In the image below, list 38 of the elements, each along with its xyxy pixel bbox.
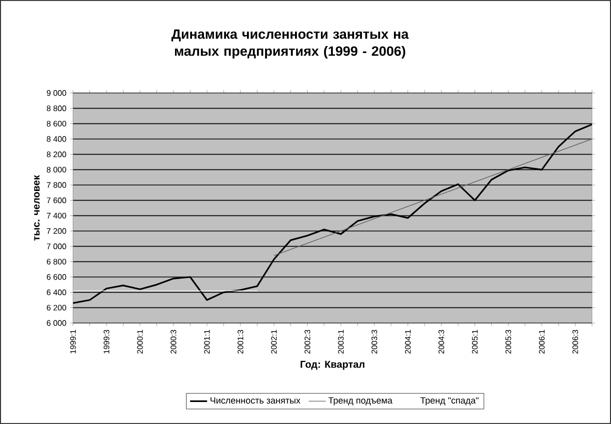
- y-tick-label: 7 600: [46, 197, 66, 204]
- y-tick-label: 6 200: [46, 304, 66, 310]
- y-tick-label: 8 200: [46, 151, 66, 158]
- x-tick-label: 2002:3: [304, 330, 310, 354]
- x-tick-label: 2006:3: [572, 330, 578, 354]
- x-tick-label: 2005:3: [505, 330, 512, 354]
- x-tick-label: 2006:1: [538, 330, 545, 354]
- x-tick-label: 2004:1: [405, 330, 411, 354]
- x-tick-label: 1999:3: [104, 330, 110, 354]
- x-tick-label: 2003:1: [338, 330, 344, 354]
- y-tick-label: 8 600: [46, 120, 66, 126]
- y-tick-label: 7 000: [46, 243, 66, 250]
- chart-title: Динамика численности занятых на малых предприятиях (1999 - 2006): [171, 29, 409, 59]
- x-tick-label: 2004:3: [438, 330, 444, 354]
- x-tick-label: 2001:3: [238, 330, 244, 354]
- x-tick-label: 1999:1: [70, 330, 76, 354]
- y-tick-label: 6 000: [46, 320, 66, 326]
- legend-label: Численность занятых: [210, 397, 300, 404]
- y-tick-label: 9 000: [46, 90, 66, 96]
- y-tick-label: 8 800: [46, 105, 66, 112]
- x-tick-label: 2000:1: [137, 330, 143, 354]
- x-tick-label: 2000:3: [170, 330, 176, 354]
- legend-label: Тренд подъема: [328, 397, 392, 406]
- x-tick-label: 2005:1: [472, 330, 478, 354]
- text: Тренд "спада": [420, 397, 479, 406]
- y-tick-label: 8 000: [46, 166, 66, 172]
- y-tick-label: 6 600: [46, 274, 66, 280]
- y-axis-title: тыс. человек: [34, 175, 40, 241]
- x-tick-label: 2003:3: [372, 330, 378, 354]
- x-tick-label: 2001:1: [204, 330, 210, 354]
- y-tick-label: 8 400: [46, 136, 66, 142]
- x-axis-title: Год: Квартал: [300, 360, 364, 370]
- y-tick-label: 6 400: [46, 289, 66, 296]
- y-tick-label: 7 800: [46, 182, 66, 188]
- x-tick-label: 2002:1: [271, 330, 277, 354]
- y-tick-label: 7 400: [46, 212, 66, 218]
- y-tick-label: 7 200: [46, 228, 66, 234]
- y-tick-label: 6 800: [46, 258, 66, 264]
